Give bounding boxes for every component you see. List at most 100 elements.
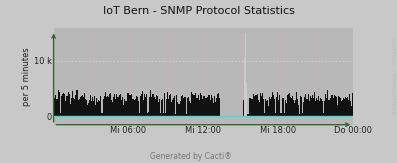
Bar	[73, 98, 74, 116]
Bar	[200, 93, 201, 116]
Bar	[198, 95, 199, 116]
Bar	[144, 94, 145, 116]
Bar	[342, 100, 343, 116]
Bar	[113, 97, 114, 116]
Bar	[209, 95, 210, 116]
Bar	[139, 113, 140, 116]
Bar	[339, 97, 340, 116]
Bar	[270, 99, 271, 116]
Bar	[72, 91, 73, 116]
Bar	[118, 97, 119, 116]
Bar	[196, 98, 197, 116]
Bar	[167, 92, 168, 116]
Bar	[251, 99, 252, 116]
Bar	[176, 95, 177, 116]
Bar	[310, 96, 311, 116]
Bar	[260, 93, 261, 116]
Bar	[181, 95, 183, 116]
Bar	[293, 100, 294, 116]
Bar	[117, 97, 118, 116]
Bar	[112, 102, 113, 116]
Bar	[274, 99, 275, 116]
Bar	[163, 113, 164, 116]
Bar	[319, 101, 320, 116]
Bar	[268, 106, 269, 116]
Bar	[86, 100, 87, 116]
Bar	[145, 97, 146, 116]
Bar	[150, 90, 151, 116]
Text: IoT Bern - SNMP Protocol Statistics: IoT Bern - SNMP Protocol Statistics	[102, 6, 295, 16]
Bar	[211, 95, 212, 116]
Bar	[261, 96, 262, 116]
Bar	[120, 94, 121, 116]
Bar	[156, 95, 157, 116]
Bar	[121, 100, 122, 116]
Bar	[119, 95, 120, 116]
Bar	[299, 114, 300, 116]
Bar	[194, 95, 195, 116]
Bar	[288, 94, 289, 116]
Bar	[273, 95, 274, 116]
Bar	[245, 33, 246, 116]
Bar	[161, 100, 162, 116]
Bar	[197, 98, 198, 116]
Bar	[57, 99, 58, 116]
Bar	[351, 106, 352, 116]
Bar	[106, 97, 107, 116]
Bar	[297, 99, 298, 116]
Bar	[204, 98, 206, 116]
Bar	[148, 112, 149, 116]
Bar	[266, 101, 267, 116]
Bar	[186, 114, 187, 116]
Bar	[162, 99, 163, 116]
Bar	[281, 98, 283, 116]
Bar	[135, 99, 136, 116]
Bar	[68, 92, 69, 116]
Bar	[201, 95, 202, 116]
Bar	[102, 99, 104, 116]
Bar	[172, 100, 173, 116]
Bar	[169, 96, 170, 116]
Bar	[352, 93, 353, 116]
Bar	[338, 96, 339, 116]
Bar	[286, 103, 287, 116]
Bar	[191, 92, 192, 116]
Bar	[312, 95, 313, 116]
Bar	[304, 97, 305, 116]
Bar	[244, 58, 245, 116]
Bar	[179, 101, 181, 116]
Bar	[98, 100, 99, 116]
Bar	[91, 101, 92, 116]
Bar	[146, 94, 147, 116]
Bar	[294, 103, 295, 116]
Bar	[258, 102, 260, 116]
Bar	[142, 91, 143, 116]
Bar	[333, 96, 335, 116]
Bar	[217, 94, 218, 116]
Bar	[212, 98, 213, 116]
Bar	[74, 99, 75, 116]
Bar	[276, 97, 278, 116]
Bar	[81, 96, 82, 116]
Bar	[287, 95, 288, 116]
Bar	[263, 99, 264, 116]
Bar	[56, 99, 57, 116]
Bar	[54, 98, 55, 116]
Bar	[315, 101, 316, 116]
Bar	[262, 93, 263, 116]
Bar	[109, 94, 110, 116]
Bar	[108, 97, 109, 116]
Bar	[325, 94, 326, 116]
Bar	[95, 105, 96, 116]
Bar	[175, 114, 176, 116]
Bar	[111, 100, 112, 116]
Bar	[305, 94, 306, 116]
Bar	[147, 113, 148, 116]
Bar	[165, 113, 166, 116]
Bar	[122, 97, 123, 116]
Bar	[322, 101, 323, 116]
Bar	[318, 96, 319, 116]
Bar	[213, 103, 214, 116]
Bar	[60, 113, 61, 116]
Bar	[67, 96, 68, 116]
